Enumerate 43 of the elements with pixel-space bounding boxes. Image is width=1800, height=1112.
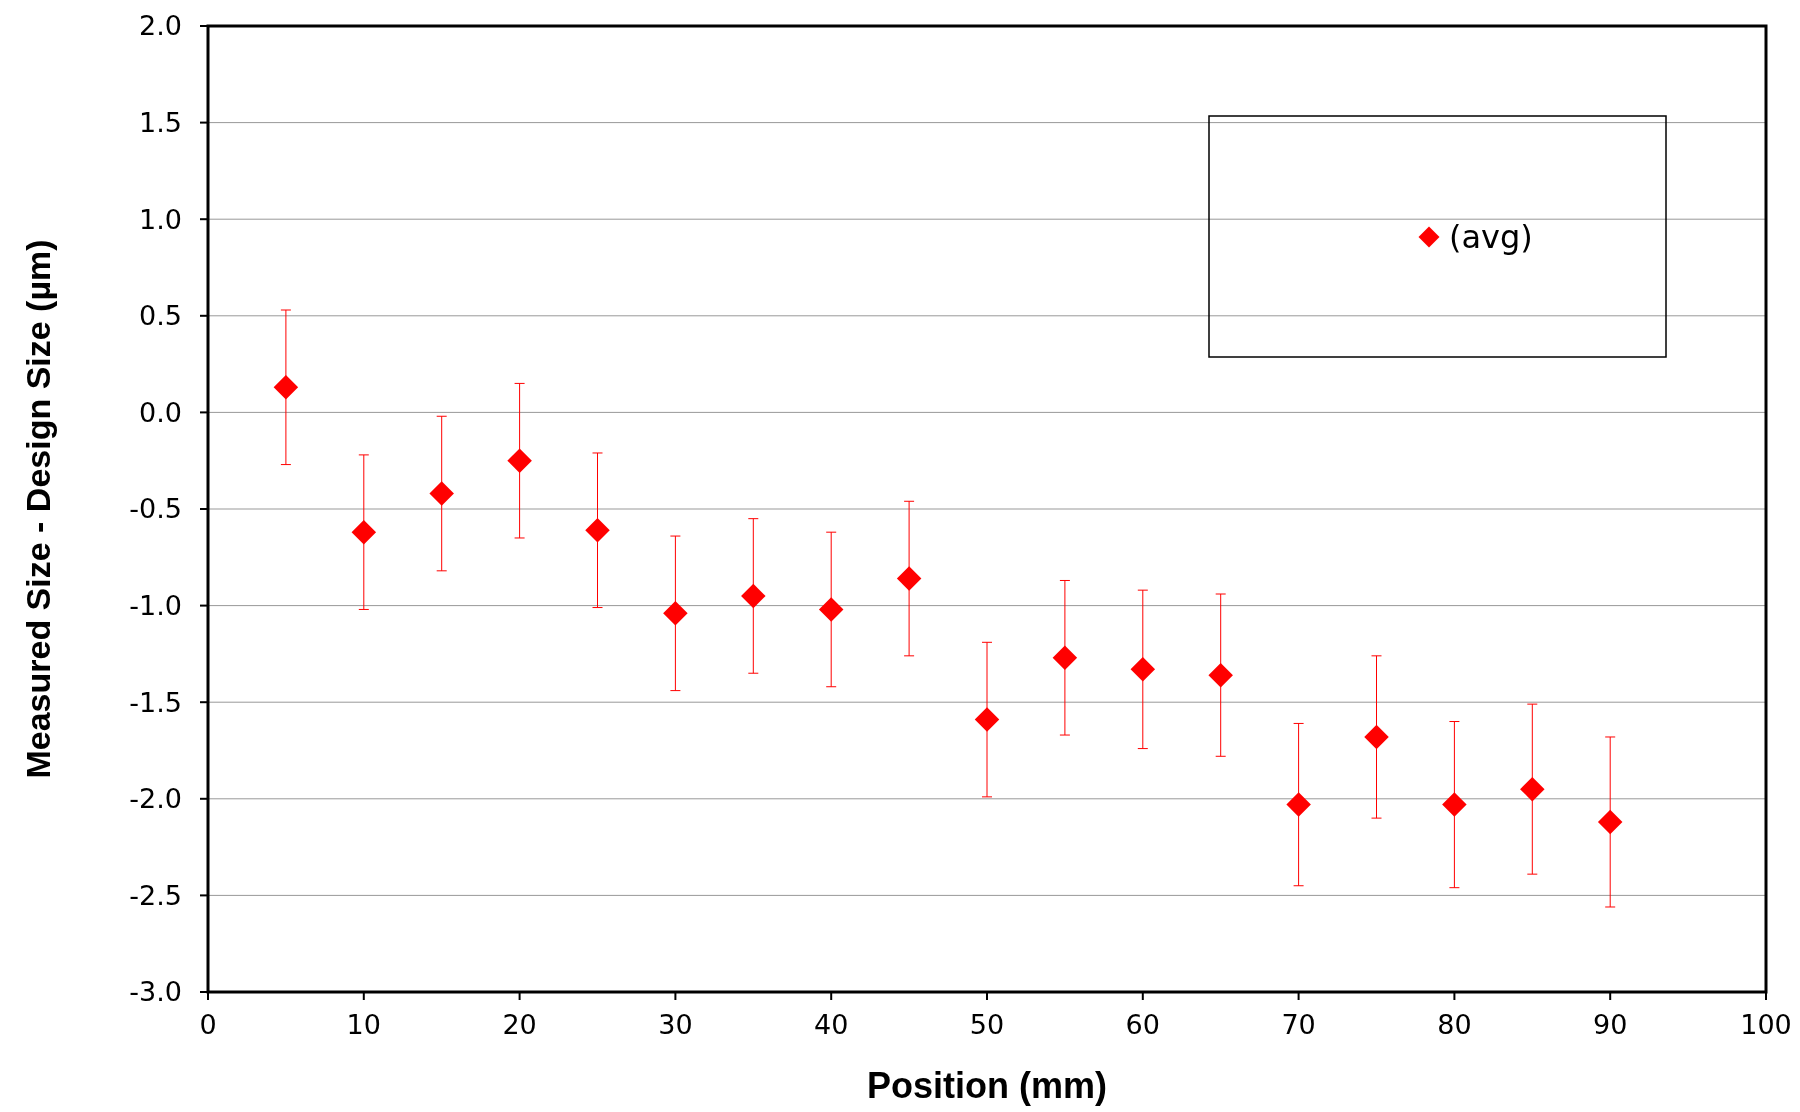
x-tick-label: 80 — [1437, 1009, 1472, 1040]
point — [273, 375, 299, 400]
point — [351, 519, 377, 545]
y-tick-label: -1.0 — [129, 590, 182, 622]
y-tick-label: -3.0 — [129, 976, 182, 1008]
point — [1364, 724, 1389, 750]
y-tick-label: -2.0 — [129, 783, 182, 815]
point — [663, 601, 688, 626]
point — [741, 583, 766, 609]
point — [1130, 657, 1156, 682]
point — [1597, 809, 1623, 835]
x-tick-label: 40 — [814, 1009, 849, 1040]
x-tick-label: 70 — [1281, 1009, 1316, 1040]
x-tick-label: 30 — [658, 1009, 693, 1040]
point — [1208, 662, 1233, 688]
y-tick-label: 2.0 — [139, 10, 182, 42]
y-tick-label: 0.5 — [139, 300, 182, 332]
point — [1286, 792, 1311, 817]
point — [1052, 645, 1078, 671]
x-tick-label: 20 — [502, 1009, 537, 1040]
y-tick-label: 1.0 — [139, 203, 182, 235]
y-tick-label: -1.5 — [129, 686, 182, 718]
x-axis-title: Position (mm) — [867, 1065, 1107, 1106]
y-tick-label: 0.0 — [139, 396, 182, 428]
point — [1442, 792, 1467, 817]
point — [818, 597, 844, 622]
y-tick-label: -2.5 — [129, 879, 182, 911]
x-tick-label: 60 — [1125, 1009, 1160, 1040]
y-tick-label: 1.5 — [139, 107, 182, 139]
point — [1520, 776, 1545, 802]
point — [585, 518, 610, 543]
point — [974, 707, 1000, 732]
point — [507, 448, 532, 473]
x-tick-label: 0 — [199, 1009, 217, 1040]
point — [896, 566, 922, 591]
legend-label: (avg) — [1449, 218, 1533, 257]
y-tick-label: -0.5 — [129, 493, 182, 525]
x-tick-label: 90 — [1593, 1009, 1628, 1040]
point — [429, 481, 454, 506]
x-tick-label: 50 — [969, 1009, 1005, 1040]
x-tick-label: 100 — [1740, 1009, 1792, 1040]
y-axis-title: Measured Size - Design Size (µm) — [19, 239, 57, 779]
x-tick-label: 10 — [346, 1009, 381, 1040]
